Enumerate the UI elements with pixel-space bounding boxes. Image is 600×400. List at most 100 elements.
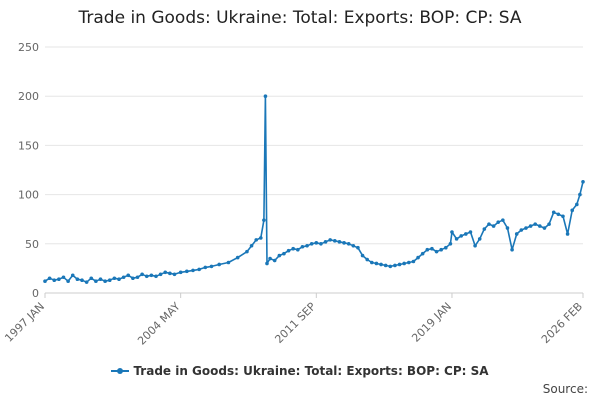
data-point[interactable] (144, 274, 149, 279)
data-point[interactable] (154, 274, 158, 279)
data-point[interactable] (337, 240, 342, 244)
data-point[interactable] (459, 234, 464, 238)
data-point[interactable] (191, 268, 195, 273)
data-point[interactable] (496, 220, 501, 224)
data-point[interactable] (296, 247, 300, 252)
data-point[interactable] (365, 257, 369, 262)
legend[interactable]: Trade in Goods: Ukraine: Total: Exports:… (0, 364, 600, 378)
data-point[interactable] (425, 247, 430, 252)
data-point[interactable] (411, 259, 416, 264)
data-point[interactable] (158, 272, 163, 277)
data-point[interactable] (117, 277, 121, 282)
data-point[interactable] (149, 273, 154, 278)
data-point[interactable] (578, 192, 582, 197)
data-point[interactable] (342, 241, 346, 245)
data-point[interactable] (203, 265, 208, 270)
data-point[interactable] (107, 278, 112, 283)
data-point[interactable] (477, 237, 482, 241)
data-point[interactable] (217, 262, 221, 267)
data-point[interactable] (346, 242, 351, 246)
data-point[interactable] (487, 222, 491, 226)
data-point[interactable] (168, 271, 172, 276)
data-point[interactable] (286, 248, 291, 253)
data-point[interactable] (407, 260, 411, 265)
data-point[interactable] (323, 240, 328, 244)
data-point[interactable] (528, 224, 533, 228)
data-point[interactable] (57, 277, 61, 282)
data-point[interactable] (420, 251, 425, 256)
data-point[interactable] (439, 247, 443, 252)
data-point[interactable] (226, 260, 231, 265)
data-point[interactable] (454, 237, 459, 241)
data-point[interactable] (464, 232, 468, 236)
data-point[interactable] (94, 279, 98, 283)
data-point[interactable] (235, 255, 240, 260)
data-point[interactable] (80, 278, 84, 283)
data-point[interactable] (140, 272, 144, 277)
data-point[interactable] (89, 276, 94, 281)
data-point[interactable] (328, 238, 332, 242)
data-point[interactable] (43, 279, 47, 283)
data-point[interactable] (473, 243, 477, 248)
data-point[interactable] (254, 238, 258, 242)
data-point[interactable] (448, 242, 453, 246)
data-point[interactable] (383, 263, 388, 268)
data-point[interactable] (575, 202, 579, 207)
data-point[interactable] (561, 214, 565, 219)
data-point[interactable] (524, 226, 528, 230)
data-point[interactable] (47, 276, 52, 281)
data-point[interactable] (197, 267, 201, 272)
data-point[interactable] (416, 255, 420, 260)
data-point[interactable] (397, 262, 402, 267)
data-point[interactable] (519, 228, 524, 232)
data-point[interactable] (98, 277, 103, 282)
data-point[interactable] (61, 275, 66, 280)
data-point[interactable] (482, 227, 487, 231)
data-point[interactable] (581, 180, 585, 184)
data-point[interactable] (514, 232, 519, 236)
data-point[interactable] (135, 275, 140, 280)
data-point[interactable] (305, 243, 309, 248)
data-point[interactable] (314, 241, 319, 245)
data-point[interactable] (388, 264, 393, 269)
data-point[interactable] (542, 226, 547, 230)
data-point[interactable] (185, 269, 189, 274)
data-point[interactable] (268, 256, 272, 261)
data-point[interactable] (263, 94, 268, 98)
data-point[interactable] (565, 232, 570, 236)
data-point[interactable] (103, 279, 107, 283)
data-point[interactable] (556, 212, 561, 217)
data-point[interactable] (533, 222, 538, 226)
data-point[interactable] (444, 245, 448, 250)
data-point[interactable] (126, 273, 131, 278)
data-point[interactable] (333, 239, 337, 243)
data-point[interactable] (450, 230, 454, 234)
data-point[interactable] (112, 276, 117, 281)
data-point[interactable] (393, 263, 397, 268)
data-point[interactable] (309, 242, 314, 246)
data-point[interactable] (52, 278, 57, 283)
series-layer[interactable] (43, 94, 585, 284)
data-point[interactable] (178, 270, 183, 275)
data-point[interactable] (351, 243, 356, 248)
data-point[interactable] (374, 261, 379, 266)
data-point[interactable] (468, 230, 473, 234)
data-point[interactable] (163, 270, 168, 275)
data-point[interactable] (434, 249, 439, 254)
data-point[interactable] (370, 260, 374, 265)
data-point[interactable] (501, 218, 505, 222)
data-point[interactable] (538, 224, 542, 228)
data-point[interactable] (70, 273, 75, 278)
data-point[interactable] (121, 275, 126, 280)
data-point[interactable] (259, 236, 263, 240)
data-point[interactable] (209, 264, 214, 269)
data-point[interactable] (505, 226, 510, 230)
data-point[interactable] (510, 247, 514, 252)
data-point[interactable] (360, 253, 365, 258)
data-point[interactable] (319, 242, 323, 246)
data-point[interactable] (491, 224, 496, 228)
data-point[interactable] (402, 261, 406, 266)
data-point[interactable] (75, 277, 80, 282)
data-point[interactable] (551, 210, 556, 215)
data-point[interactable] (379, 262, 383, 267)
